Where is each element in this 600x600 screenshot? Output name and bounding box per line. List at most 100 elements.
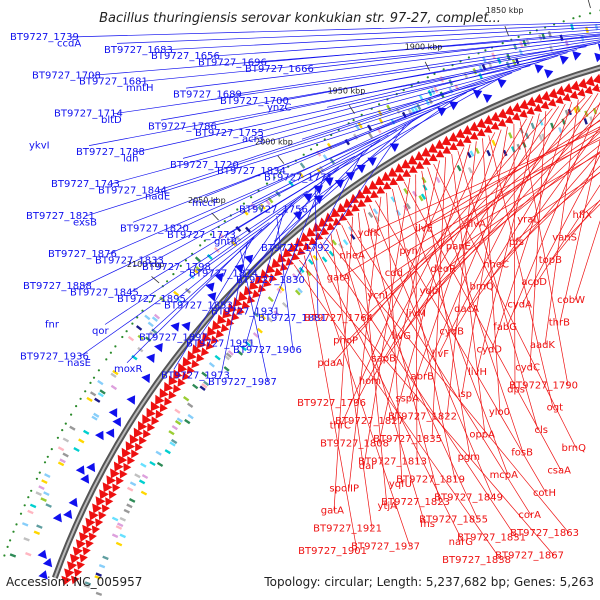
- reverse-gene-arrow: [105, 497, 114, 506]
- forward-gene-label: BT9727_1833: [95, 256, 164, 267]
- annotation-block: [416, 103, 422, 111]
- reverse-gene-label: BT9727_1831: [457, 533, 526, 544]
- forward-gene-label: BT9727_1689: [173, 90, 242, 101]
- forward-gene-label: BT9727_1743: [51, 179, 120, 190]
- reverse-gene-arrow: [95, 496, 106, 507]
- gc-marker: [199, 244, 202, 247]
- annotation-block: [128, 498, 136, 503]
- forward-gene-label: ccdA: [57, 38, 81, 49]
- reverse-gene-arrow: [519, 99, 530, 110]
- forward-gene-label: bltD: [101, 115, 122, 126]
- reverse-gene-label: BT9727_1822: [388, 412, 457, 423]
- reverse-gene-arrow: [312, 222, 323, 232]
- left-label-connector: [251, 92, 467, 204]
- forward-gene-label: exsB: [73, 217, 97, 228]
- forward-gene-label: BT9727_1773: [167, 230, 236, 241]
- annotation-block: [307, 258, 314, 265]
- reverse-gene-arrow: [139, 436, 147, 445]
- reverse-gene-arrow: [434, 139, 445, 150]
- reverse-gene-arrow: [133, 427, 144, 438]
- gc-marker: [517, 35, 520, 39]
- annotation-block: [357, 122, 363, 129]
- reverse-gene-arrow: [88, 532, 97, 542]
- gc-marker: [426, 76, 429, 79]
- annotation-block: [135, 325, 143, 331]
- left-label-connector: [270, 178, 324, 312]
- forward-gene-label: nasE: [67, 358, 91, 369]
- reverse-gene-label: ytjA: [378, 501, 398, 512]
- reverse-gene-label: ylo0: [489, 407, 510, 418]
- reverse-gene-arrow: [164, 397, 173, 406]
- forward-gene-arrow: [293, 211, 303, 221]
- forward-gene-label: mntH: [126, 83, 154, 94]
- reverse-gene-arrow: [82, 546, 91, 556]
- reverse-gene-arrow: [222, 308, 232, 319]
- reverse-gene-label: deoR: [430, 264, 456, 275]
- reverse-gene-arrow: [402, 169, 412, 177]
- annotation-block: [390, 196, 396, 203]
- reverse-gene-label: cobW: [557, 295, 585, 306]
- gc-marker: [109, 351, 112, 354]
- annotation-block: [41, 479, 48, 484]
- reverse-gene-arrow: [225, 317, 235, 327]
- annotation-block: [260, 203, 266, 210]
- reverse-gene-label: ilvE: [415, 223, 433, 234]
- reverse-gene-arrow: [192, 344, 202, 355]
- forward-gene-arrow: [448, 101, 459, 111]
- reverse-gene-arrow: [108, 490, 117, 500]
- annotation-block: [78, 438, 85, 444]
- left-label-connector: [323, 76, 503, 178]
- forward-gene-arrow: [52, 513, 62, 523]
- reverse-gene-label: fhs: [420, 519, 435, 530]
- reverse-gene-arrow: [177, 378, 186, 387]
- annotation-block: [338, 242, 344, 250]
- gc-marker: [46, 455, 49, 458]
- reverse-gene-arrow: [387, 167, 398, 177]
- right-label-connector: [330, 233, 373, 529]
- left-label-connector: [198, 203, 293, 338]
- reverse-gene-label: sspA: [395, 394, 419, 405]
- reverse-gene-arrow: [592, 73, 600, 84]
- gc-marker: [136, 316, 139, 319]
- annotation-block: [184, 287, 191, 294]
- reverse-gene-label: dacA: [454, 304, 479, 315]
- forward-gene-arrow: [207, 292, 217, 302]
- annotation-block: [102, 555, 109, 561]
- annotation-block: [298, 266, 305, 273]
- gc-marker: [203, 239, 206, 242]
- forward-gene-arrow: [313, 185, 323, 195]
- annotation-block: [159, 296, 166, 303]
- reverse-gene-label: cdd: [385, 268, 403, 279]
- reverse-gene-arrow: [142, 414, 152, 425]
- annotation-block: [236, 349, 244, 356]
- reverse-gene-arrow: [131, 449, 139, 459]
- annotation-block: [29, 503, 37, 509]
- annotation-block: [514, 57, 520, 65]
- gc-marker: [166, 280, 169, 283]
- right-label-connector: [536, 184, 600, 283]
- reverse-gene-arrow: [279, 262, 289, 271]
- reverse-gene-arrow: [526, 96, 537, 107]
- gc-marker: [92, 376, 96, 379]
- reverse-gene-label: narG: [449, 537, 473, 548]
- annotation-block: [558, 126, 563, 134]
- left-label-connector: [160, 46, 587, 121]
- reverse-gene-arrow: [351, 203, 360, 212]
- reverse-gene-label: acpD: [521, 277, 547, 288]
- reverse-gene-arrow: [456, 138, 465, 147]
- gc-marker: [30, 489, 33, 492]
- forward-gene-arrow: [146, 353, 155, 363]
- left-label-connector: [232, 39, 600, 95]
- annotation-block: [252, 332, 259, 338]
- kbp-tick-mark: [151, 276, 160, 284]
- gc-marker: [3, 554, 6, 557]
- right-label-connector: [377, 119, 600, 296]
- left-label-connector: [295, 150, 364, 280]
- reverse-gene-arrow: [135, 442, 143, 452]
- gc-marker: [209, 233, 213, 236]
- reverse-gene-arrow: [469, 121, 480, 132]
- reverse-gene-label: BT9727_1819: [396, 474, 465, 485]
- reverse-gene-arrow: [110, 468, 120, 479]
- annotation-block: [506, 53, 511, 61]
- annotation-block: [149, 331, 156, 337]
